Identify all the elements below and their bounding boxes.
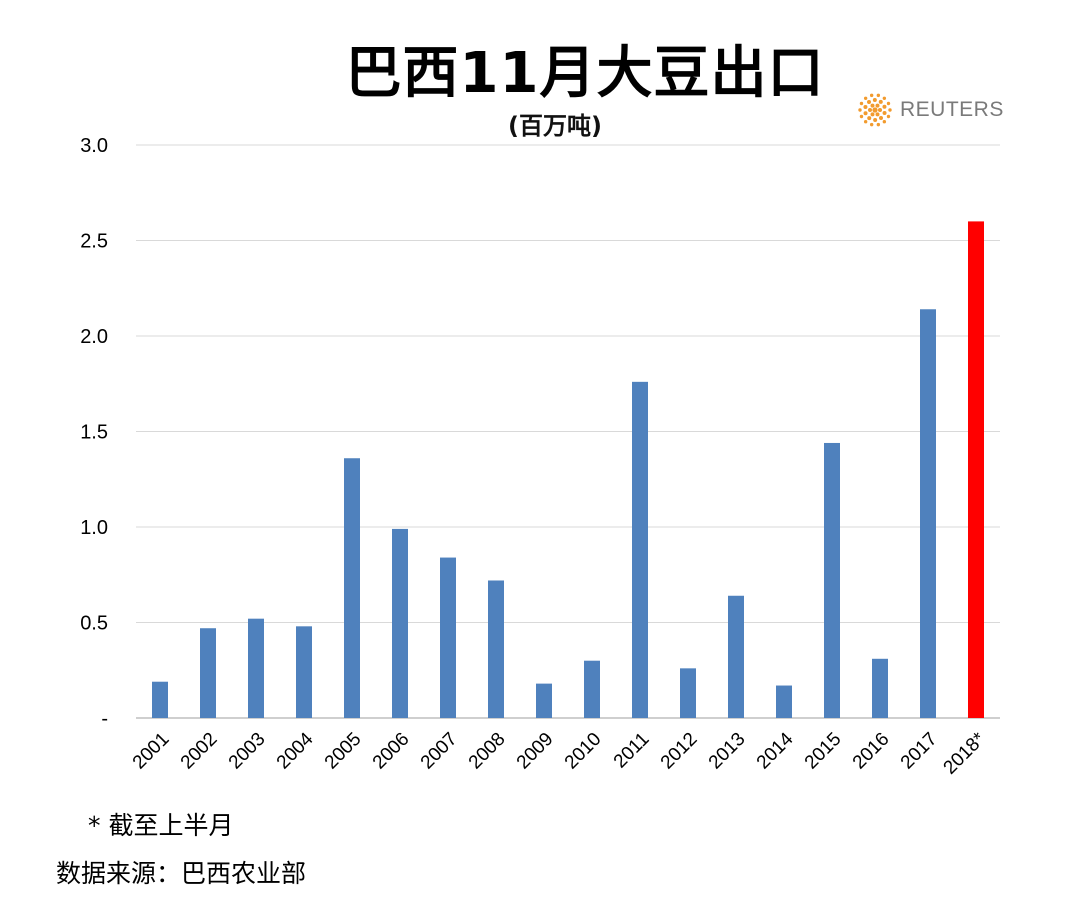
source-note: 数据来源：巴西农业部	[56, 859, 307, 888]
x-tick-label: 2006	[369, 729, 414, 774]
logo-dot	[882, 104, 887, 109]
bar	[248, 618, 264, 718]
bar	[920, 309, 936, 718]
x-tick-label: 2017	[897, 729, 942, 774]
bar	[440, 557, 456, 718]
y-tick-label: 2.5	[80, 231, 108, 253]
logo-dot	[870, 103, 875, 108]
logo-dot	[876, 122, 881, 127]
y-tick-label: 1.5	[80, 422, 108, 444]
x-tick-label: 2016	[849, 729, 894, 774]
logo-dot	[886, 114, 891, 119]
logo-dot	[886, 101, 891, 106]
x-tick-label: 2013	[705, 729, 750, 774]
bar	[392, 528, 408, 718]
logo-dot	[870, 112, 875, 117]
logo-dot	[869, 93, 874, 98]
logo-dot	[869, 122, 874, 127]
bar	[776, 685, 792, 718]
logo-dot	[867, 116, 872, 121]
x-tick-label: 2002	[177, 729, 222, 774]
x-tick-label: 2010	[561, 729, 606, 774]
bar	[872, 658, 888, 718]
logo-dot	[878, 108, 882, 112]
logo-dot	[873, 117, 878, 122]
x-tick-label: 2011	[610, 729, 654, 773]
bar	[584, 660, 600, 718]
bar	[488, 580, 504, 718]
bar	[296, 626, 312, 718]
reuters-logo: REUTERS	[858, 93, 1004, 127]
x-tick-label: 2001	[129, 729, 174, 774]
logo-dot	[875, 103, 880, 108]
logo-dot	[863, 96, 868, 100]
y-axis-ticks: - 0.5 1.0 1.5 2.0 2.5 3.0	[80, 135, 108, 730]
y-tick-label: 1.0	[80, 517, 108, 539]
x-tick-label: 2003	[225, 729, 270, 774]
x-tick-label: 2014	[753, 728, 798, 773]
bar	[680, 668, 696, 718]
x-tick-label: 2008	[465, 729, 510, 774]
chart-title: 巴西11月大豆出口	[345, 41, 825, 106]
bar	[152, 681, 168, 718]
y-tick-label: 3.0	[80, 135, 108, 157]
reuters-dot-logo-icon	[858, 93, 892, 127]
logo-dot	[882, 120, 887, 124]
logo-dot	[888, 108, 892, 112]
y-tick-label: 0.5	[80, 613, 108, 635]
x-tick-label: 2004	[273, 728, 318, 773]
logo-dot	[859, 101, 864, 106]
logo-dot	[863, 105, 868, 110]
bars	[152, 221, 984, 718]
logo-dot	[863, 120, 868, 124]
reuters-logo-text: REUTERS	[900, 98, 1004, 121]
logo-dot	[882, 96, 887, 100]
bar	[536, 683, 552, 718]
logo-dot	[882, 110, 887, 115]
x-tick-label: 2018*	[940, 728, 990, 778]
logo-dot	[872, 107, 878, 113]
bar	[200, 628, 216, 718]
footnote: * 截至上半月	[88, 811, 234, 840]
logo-dot	[863, 111, 868, 116]
y-tick-label: 2.0	[80, 326, 108, 348]
chart-subtitle: (百万吨)	[508, 112, 602, 140]
logo-dot	[868, 108, 872, 112]
x-tick-label: 2005	[321, 729, 366, 774]
bar-highlight	[968, 221, 984, 718]
grid-lines	[136, 144, 1000, 719]
logo-dot	[859, 114, 864, 119]
bar	[344, 458, 360, 718]
logo-dot	[875, 112, 880, 117]
logo-dot	[878, 99, 883, 104]
bar	[632, 381, 648, 718]
bar	[728, 595, 744, 718]
x-axis-ticks: 2001 2002 2003 2004 2005 2006 2007 2008 2009 2010…	[129, 728, 990, 778]
logo-dot	[878, 116, 883, 121]
x-tick-label: 2012	[657, 729, 702, 774]
y-tick-label: -	[101, 708, 108, 730]
bar	[824, 442, 840, 718]
logo-dot	[867, 99, 872, 104]
logo-dot	[858, 108, 862, 112]
x-tick-label: 2009	[513, 729, 558, 774]
x-tick-label: 2015	[801, 729, 846, 774]
x-tick-label: 2007	[417, 729, 462, 774]
logo-dot	[876, 93, 881, 98]
logo-dot	[872, 98, 877, 103]
